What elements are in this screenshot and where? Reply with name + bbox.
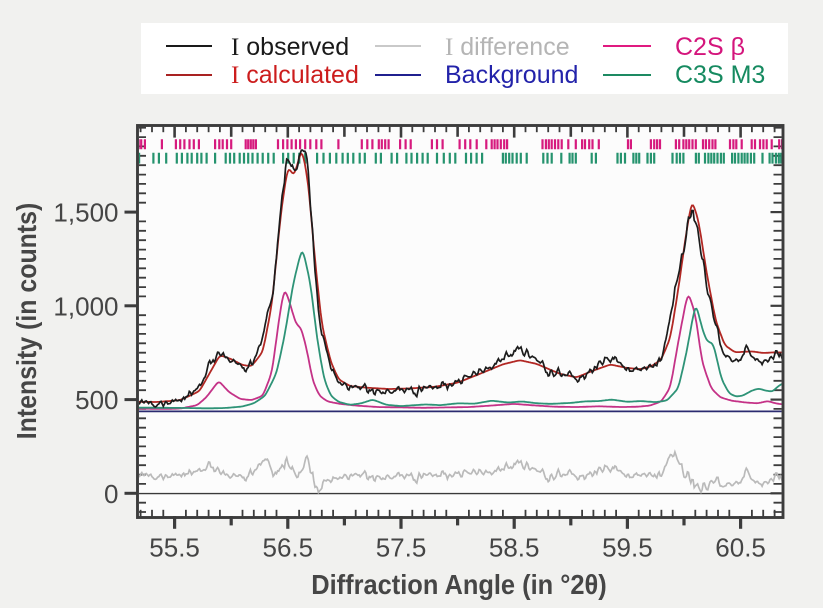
svg-text:58.5: 58.5 (489, 533, 540, 563)
svg-text:0: 0 (104, 479, 118, 509)
svg-text:1,000: 1,000 (53, 291, 118, 321)
svg-text:60.5: 60.5 (715, 533, 766, 563)
svg-text:55.5: 55.5 (149, 533, 200, 563)
svg-text:Intensity (in counts): Intensity (in counts) (11, 203, 42, 440)
svg-text:57.5: 57.5 (376, 533, 427, 563)
svg-text:500: 500 (75, 385, 118, 415)
svg-text:59.5: 59.5 (602, 533, 653, 563)
svg-text:1,500: 1,500 (53, 198, 118, 228)
svg-text:56.5: 56.5 (262, 533, 313, 563)
svg-text:Diffraction Angle (in °2θ): Diffraction Angle (in °2θ) (311, 569, 607, 600)
